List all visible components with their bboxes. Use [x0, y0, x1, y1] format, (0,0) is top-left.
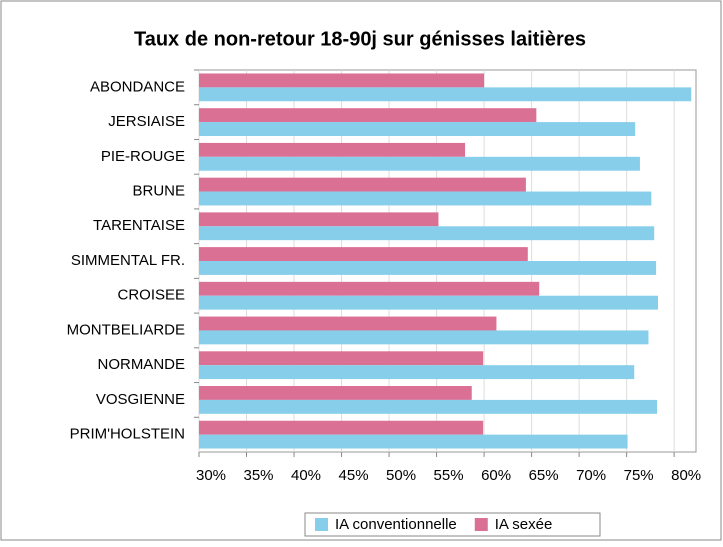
y-tick-label: VOSGIENNE: [96, 391, 185, 408]
legend-box: [304, 512, 601, 537]
y-tick-label: ABONDANCE: [90, 78, 185, 95]
bar: [199, 420, 484, 435]
bar: [199, 122, 636, 136]
x-tick-label: 45%: [339, 467, 369, 484]
x-tick-label: 50%: [386, 467, 416, 484]
bar: [199, 261, 657, 275]
bar: [199, 281, 540, 296]
y-tick-label: JERSIAISE: [108, 113, 185, 130]
x-tick-label: 55%: [434, 467, 464, 484]
x-tick-label: 35%: [243, 467, 273, 484]
bar: [199, 73, 485, 88]
x-tick-label: 60%: [481, 467, 511, 484]
legend-label: IA conventionnelle: [335, 516, 457, 533]
bar: [199, 226, 655, 241]
bar: [199, 330, 649, 345]
x-tick-label: 40%: [291, 467, 321, 484]
bar: [199, 247, 528, 261]
y-tick-label: TARENTAISE: [93, 217, 185, 234]
bar: [199, 399, 658, 414]
bar: [199, 142, 466, 157]
bar: [199, 177, 526, 192]
legend-swatch: [315, 518, 328, 531]
x-tick-label: 80%: [671, 467, 701, 484]
bar: [199, 212, 439, 227]
chart-title: Taux de non-retour 18-90j sur génisses l…: [134, 28, 586, 50]
bar: [199, 434, 628, 449]
bar: [199, 108, 537, 123]
x-tick-label: 75%: [624, 467, 654, 484]
bar: [199, 295, 658, 310]
y-tick-label: SIMMENTAL FR.: [71, 252, 185, 269]
bar: [199, 316, 497, 331]
y-tick-label: MONTBELIARDE: [67, 321, 185, 338]
x-tick-label: 65%: [529, 467, 559, 484]
bar: [199, 191, 652, 206]
legend-label: IA sexée: [495, 516, 553, 533]
bar: [199, 351, 484, 366]
bar: [199, 156, 640, 171]
y-tick-label: NORMANDE: [97, 356, 185, 373]
bar: [199, 386, 472, 400]
y-tick-label: PIE-ROUGE: [101, 148, 185, 165]
x-tick-label: 30%: [196, 467, 226, 484]
bar: [199, 87, 692, 102]
x-tick-label: 70%: [576, 467, 606, 484]
bar: [199, 365, 635, 380]
y-tick-label: CROISEE: [117, 287, 185, 304]
y-tick-label: PRIM'HOLSTEIN: [70, 426, 185, 443]
y-tick-label: BRUNE: [132, 183, 185, 200]
legend-swatch: [474, 518, 488, 531]
